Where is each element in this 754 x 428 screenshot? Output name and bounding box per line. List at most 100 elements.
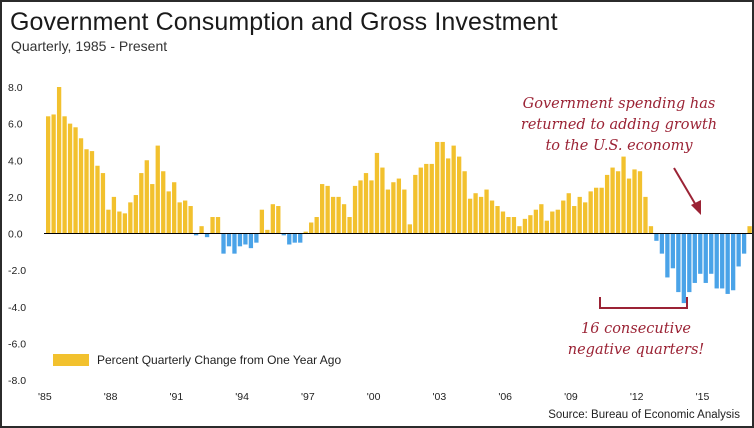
bar xyxy=(692,233,697,283)
bar xyxy=(358,180,363,234)
bar xyxy=(336,196,341,234)
bar xyxy=(698,233,703,274)
bar xyxy=(539,204,544,234)
bar xyxy=(150,184,155,234)
bar xyxy=(166,191,171,234)
bar xyxy=(577,196,582,234)
bar xyxy=(709,233,714,274)
chart-subtitle: Quarterly, 1985 - Present xyxy=(11,38,168,54)
bar xyxy=(347,217,352,234)
y-tick-label: -6.0 xyxy=(8,338,26,350)
x-tick-label: '94 xyxy=(235,391,249,403)
annotation-line: to the U.S. economy xyxy=(545,138,693,154)
bar xyxy=(457,156,462,234)
bar xyxy=(210,217,215,234)
bar xyxy=(583,202,588,234)
bar xyxy=(467,198,473,234)
bar xyxy=(396,178,402,234)
legend-label: Percent Quarterly Change from One Year A… xyxy=(97,353,341,367)
bar xyxy=(670,233,676,269)
bar xyxy=(341,204,347,234)
bar xyxy=(610,167,615,234)
bar xyxy=(100,173,106,234)
annotation-negative: 16 consecutive negative quarters! xyxy=(568,297,704,358)
bar xyxy=(128,202,133,234)
bar xyxy=(402,189,407,234)
bar xyxy=(363,173,369,234)
x-tick-label: '12 xyxy=(630,391,644,403)
annotation-arrow-line xyxy=(673,167,698,208)
bar xyxy=(429,163,434,234)
bar xyxy=(183,200,188,234)
bar xyxy=(122,213,128,234)
bar xyxy=(714,233,719,289)
bar xyxy=(632,169,637,234)
bar xyxy=(46,116,51,234)
bar xyxy=(462,171,467,234)
y-tick-label: -8.0 xyxy=(8,375,26,387)
bar xyxy=(237,233,243,247)
bar xyxy=(177,202,182,234)
bar xyxy=(720,233,725,289)
bar xyxy=(588,191,593,234)
y-tick-label: 0.0 xyxy=(8,229,23,241)
bar xyxy=(621,156,626,234)
bar xyxy=(254,233,259,243)
bar xyxy=(495,206,500,234)
bar xyxy=(451,145,456,234)
x-tick-label: '85 xyxy=(38,391,52,403)
bar xyxy=(731,233,736,291)
annotation-line: Government spending has xyxy=(523,96,716,112)
bar xyxy=(369,180,374,234)
bar xyxy=(199,226,204,234)
bar xyxy=(161,171,166,234)
bar xyxy=(270,204,275,234)
bar xyxy=(407,224,412,234)
bar xyxy=(172,182,177,234)
bar xyxy=(281,233,286,236)
bar xyxy=(133,195,138,234)
bar xyxy=(533,209,539,234)
bar xyxy=(478,196,484,234)
y-tick-label: 6.0 xyxy=(8,119,23,131)
bar xyxy=(84,149,89,234)
bar xyxy=(604,174,610,234)
bar xyxy=(665,233,670,278)
bar xyxy=(117,211,122,234)
bar xyxy=(314,217,319,234)
bar xyxy=(287,233,292,245)
bar xyxy=(561,200,566,234)
bar-series xyxy=(46,87,752,304)
x-axis: '85 '88 '91 '94 '97 '00 '03 '06 '09 '12 '15 xyxy=(38,391,709,403)
bar xyxy=(309,222,314,234)
annotation-bracket xyxy=(599,297,688,309)
bar xyxy=(111,196,117,234)
annotation-line: 16 consecutive xyxy=(581,321,691,337)
bar xyxy=(51,114,56,234)
bar xyxy=(265,229,270,234)
bar xyxy=(506,217,511,234)
legend: Percent Quarterly Change from One Year A… xyxy=(53,353,341,367)
bar xyxy=(418,167,423,234)
bar xyxy=(89,151,95,234)
bar xyxy=(637,171,643,234)
bar xyxy=(62,116,67,234)
bar xyxy=(352,185,358,234)
bar xyxy=(522,218,528,234)
bar xyxy=(528,215,533,234)
bar xyxy=(276,206,281,234)
bar xyxy=(594,187,599,234)
bar xyxy=(484,189,489,234)
bar xyxy=(78,138,84,234)
bar xyxy=(56,87,62,234)
bar xyxy=(654,233,659,241)
bar xyxy=(440,141,445,234)
bar xyxy=(741,233,747,254)
bar xyxy=(221,233,226,254)
x-tick-label: '97 xyxy=(301,391,315,403)
bar xyxy=(703,233,708,283)
x-tick-label: '88 xyxy=(104,391,118,403)
bar xyxy=(374,152,380,234)
bar xyxy=(473,193,478,234)
